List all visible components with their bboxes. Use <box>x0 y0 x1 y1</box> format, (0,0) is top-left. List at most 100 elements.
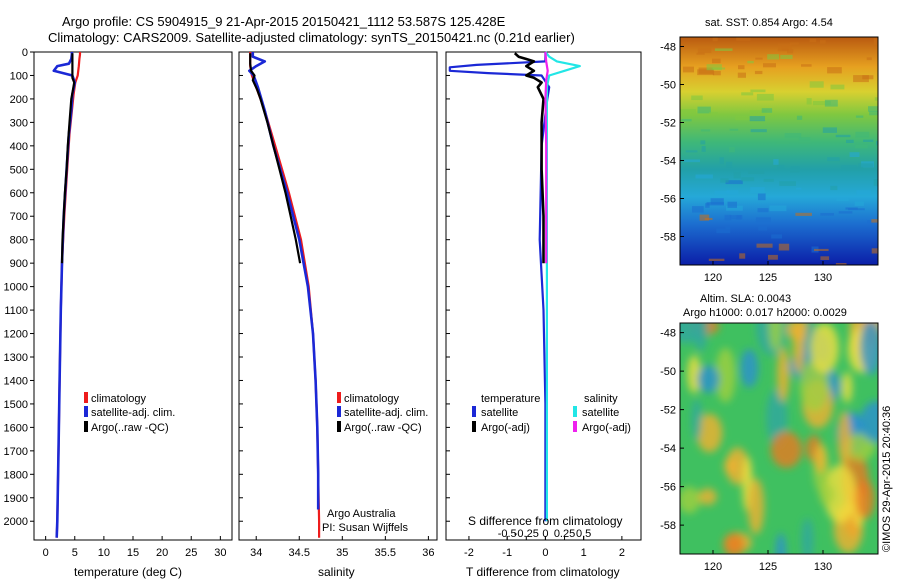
lat-tick-label: -48 <box>660 328 676 340</box>
sst-texture <box>779 181 796 186</box>
x-tick-label: 1 <box>581 547 587 559</box>
depth-tick-label: 900 <box>10 258 28 270</box>
sla-texture <box>680 486 701 514</box>
lon-tick-label: 130 <box>814 561 832 573</box>
sst-texture <box>873 38 878 46</box>
sst-texture <box>827 157 840 162</box>
x-tick-label: 35 <box>336 547 348 559</box>
sst-texture <box>820 213 834 216</box>
sst-texture <box>712 37 718 42</box>
sst-texture <box>877 40 878 45</box>
sst-texture <box>846 139 854 143</box>
sst-texture <box>733 171 741 179</box>
s-tick-label: 0.25 <box>554 528 575 540</box>
salinity-series <box>248 52 321 538</box>
x-tick-label: 10 <box>98 547 110 559</box>
x-tick-label: 35.5 <box>375 547 396 559</box>
sst-texture <box>862 75 874 80</box>
sst-texture <box>787 49 794 54</box>
sla-texture <box>693 323 708 352</box>
lon-tick-label: 125 <box>759 561 777 573</box>
sst-texture <box>796 187 802 190</box>
sst-texture <box>691 95 703 101</box>
sst-texture <box>814 248 829 251</box>
header-line-2: Climatology: CARS2009. Satellite-adjuste… <box>48 30 575 45</box>
sla-texture <box>844 433 876 461</box>
sst-texture <box>858 163 874 168</box>
sst-texture <box>824 99 838 107</box>
lat-tick-label: -52 <box>660 118 676 130</box>
difference-panel: -2 -1 0 1 2 -0.5-0.25 0 0.25 0.5 S difference f… <box>445 51 642 579</box>
sst-texture <box>699 214 710 221</box>
sla-texture <box>766 389 788 447</box>
series-argo-raw-qc- <box>249 53 302 264</box>
sst-texture <box>695 174 713 179</box>
sst-texture <box>756 93 774 101</box>
legend-swatch-s-satellite <box>573 406 577 417</box>
legend-label-argo: Argo(..raw -QC) <box>91 422 169 434</box>
sst-texture <box>709 112 718 115</box>
sst-texture <box>716 228 731 234</box>
sst-texture <box>735 115 750 121</box>
lat-tick-label: -52 <box>660 405 676 417</box>
sst-texture <box>697 106 711 114</box>
s-tick-label: 0 <box>542 528 548 540</box>
temperature-axis-label: temperature (deg C) <box>74 565 182 579</box>
sst-texture <box>809 81 824 88</box>
sst-texture <box>685 150 698 153</box>
lon-tick-label: 120 <box>704 561 722 573</box>
sst-texture <box>711 67 726 70</box>
x-tick-label: 30 <box>214 547 226 559</box>
sst-texture <box>710 198 724 205</box>
sst-texture <box>682 66 694 73</box>
depth-tick-label: 0 <box>22 47 28 59</box>
salinity-axis: 34 34.5 35 35.5 36 <box>239 51 435 559</box>
sst-texture <box>714 48 733 51</box>
difference-series <box>448 51 581 522</box>
sst-texture <box>873 179 878 186</box>
depth-tick-label: 1800 <box>4 469 28 481</box>
sst-texture <box>822 127 837 133</box>
sst-texture <box>876 141 878 146</box>
sla-texture <box>687 355 701 394</box>
sst-texture <box>789 42 799 46</box>
sst-texture <box>748 169 765 174</box>
legend-swatch-argo <box>337 421 341 432</box>
depth-tick-label: 1900 <box>4 493 28 505</box>
sst-texture <box>684 159 700 163</box>
pi-annotation-line-2: PI: Susan Wijffels <box>322 522 408 534</box>
legend-label-satellite-adj: satellite-adj. clim. <box>344 407 428 419</box>
sst-texture <box>700 129 711 132</box>
lat-tick-label: -58 <box>660 520 676 532</box>
sla-texture <box>777 347 790 402</box>
depth-tick-label: 300 <box>10 117 28 129</box>
sst-texture <box>719 157 724 165</box>
sst-texture <box>856 190 871 195</box>
x-tick-label: 25 <box>185 547 197 559</box>
legend-label-t-argo: Argo(-adj) <box>481 422 530 434</box>
sla-map-axes: -48 -50 -52 -54 -56 -58 120 125 130 <box>660 328 832 573</box>
sst-texture <box>755 57 763 60</box>
sst-map-axes: -48 -50 -52 -54 -56 -58 120 125 130 <box>660 42 832 285</box>
sla-texture <box>814 445 826 473</box>
sst-texture <box>827 67 842 74</box>
sst-texture <box>855 144 868 149</box>
depth-tick-label: 1300 <box>4 352 28 364</box>
sst-texture <box>841 165 857 171</box>
legend-title-salinity: salinity <box>584 393 618 405</box>
sst-texture <box>795 212 812 216</box>
lat-tick-label: -54 <box>660 443 676 455</box>
salinity-legend: climatology satellite-adj. clim. Argo(..… <box>337 392 428 434</box>
sst-texture <box>849 152 860 157</box>
x-tick-label: 15 <box>127 547 139 559</box>
sst-texture <box>855 131 870 138</box>
sst-texture <box>741 177 755 182</box>
sst-texture <box>838 211 853 214</box>
sst-texture <box>754 70 763 75</box>
sst-texture <box>813 101 831 106</box>
sst-texture <box>697 47 712 54</box>
sla-heatmap <box>680 323 878 554</box>
s-difference-axis: -0.5-0.25 0 0.25 0.5 <box>498 528 591 540</box>
sst-texture <box>830 185 838 191</box>
